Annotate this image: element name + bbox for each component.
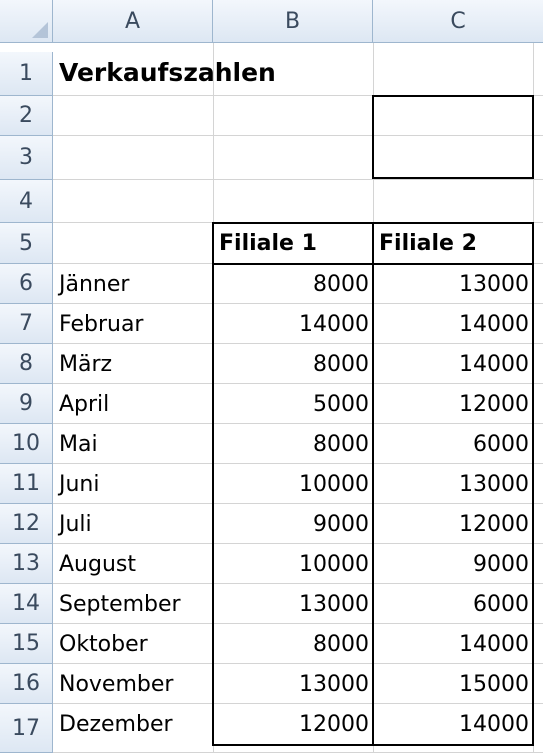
row-header-4[interactable]: 4 (0, 180, 53, 223)
cell-month[interactable]: Mai (59, 431, 98, 457)
row-header-15[interactable]: 15 (0, 624, 53, 664)
cell-border (372, 177, 534, 179)
cell-filiale-2-value[interactable]: 12000 (459, 391, 529, 417)
cell-filiale-2-value[interactable]: 15000 (459, 671, 529, 697)
cell-filiale-2-value[interactable]: 9000 (473, 551, 529, 577)
row-header-14[interactable]: 14 (0, 584, 53, 624)
cell-filiale-1-value[interactable]: 8000 (313, 631, 369, 657)
gridline (53, 543, 543, 544)
row-header-17[interactable]: 17 (0, 704, 53, 753)
row-header-6[interactable]: 6 (0, 264, 53, 304)
row-header-5[interactable]: 5 (0, 223, 53, 264)
gridline (53, 303, 543, 304)
cell-filiale-2-value[interactable]: 6000 (473, 591, 529, 617)
gridline (53, 463, 543, 464)
cell-month[interactable]: Oktober (59, 631, 148, 657)
cell-filiale-1-value[interactable]: 13000 (299, 671, 369, 697)
cell-filiale-2-value[interactable]: 13000 (459, 471, 529, 497)
row-header-10[interactable]: 10 (0, 424, 53, 464)
cell-month[interactable]: Juni (59, 471, 100, 497)
gridline (53, 383, 543, 384)
row-header-9[interactable]: 9 (0, 384, 53, 424)
row-header-13[interactable]: 13 (0, 544, 53, 584)
gridline (53, 623, 543, 624)
select-all-corner[interactable] (0, 0, 53, 43)
row-header-12[interactable]: 12 (0, 504, 53, 544)
cell-filiale-1-value[interactable]: 12000 (299, 711, 369, 737)
cell-filiale-2-value[interactable]: 14000 (459, 311, 529, 337)
cell-month[interactable]: November (59, 671, 174, 697)
gridline (53, 343, 543, 344)
table-border-right (532, 222, 534, 746)
table-border-left (212, 222, 214, 746)
cell-month[interactable]: September (59, 591, 181, 617)
cell-filiale-1-value[interactable]: 14000 (299, 311, 369, 337)
cell-month[interactable]: Dezember (59, 711, 173, 737)
gridline (53, 179, 543, 180)
cell-filiale-1-value[interactable]: 10000 (299, 551, 369, 577)
column-header-a[interactable]: A (53, 0, 213, 43)
cell-month[interactable]: Jänner (59, 271, 130, 297)
gridline (53, 423, 543, 424)
cell-border (532, 95, 534, 179)
header-filiale-1[interactable]: Filiale 1 (219, 230, 317, 256)
cell-filiale-1-value[interactable]: 9000 (313, 511, 369, 537)
header-filiale-2[interactable]: Filiale 2 (379, 230, 477, 256)
cell-filiale-1-value[interactable]: 8000 (313, 431, 369, 457)
row-header-2[interactable]: 2 (0, 96, 53, 136)
row-header-1[interactable]: 1 (0, 52, 53, 96)
cell-month[interactable]: März (59, 351, 113, 377)
cell-filiale-2-value[interactable]: 14000 (459, 711, 529, 737)
sheet-title[interactable]: Verkaufszahlen (59, 57, 276, 87)
cell-month[interactable]: Juli (59, 511, 92, 537)
cell-border (372, 95, 374, 179)
gridline (53, 135, 543, 136)
column-header-c[interactable]: C (373, 0, 543, 43)
row-header-3[interactable]: 3 (0, 136, 53, 180)
cell-filiale-1-value[interactable]: 5000 (313, 391, 369, 417)
row-header-8[interactable]: 8 (0, 344, 53, 384)
cell-filiale-1-value[interactable]: 10000 (299, 471, 369, 497)
row-header-16[interactable]: 16 (0, 664, 53, 704)
select-all-icon (32, 22, 48, 38)
column-header-b[interactable]: B (213, 0, 373, 43)
cell-filiale-2-value[interactable]: 14000 (459, 351, 529, 377)
cell-border (372, 95, 534, 97)
gridline (53, 503, 543, 504)
cell-filiale-2-value[interactable]: 6000 (473, 431, 529, 457)
table-border-middle (372, 222, 374, 746)
gridline (53, 703, 543, 704)
cell-filiale-2-value[interactable]: 12000 (459, 511, 529, 537)
cell-month[interactable]: April (59, 391, 110, 417)
cell-filiale-1-value[interactable]: 8000 (313, 271, 369, 297)
cell-month[interactable]: August (59, 551, 136, 577)
cell-filiale-1-value[interactable]: 13000 (299, 591, 369, 617)
cell-filiale-2-value[interactable]: 14000 (459, 631, 529, 657)
row-header-7[interactable]: 7 (0, 304, 53, 344)
row-header-11[interactable]: 11 (0, 464, 53, 504)
gridline (53, 583, 543, 584)
gridline (53, 663, 543, 664)
cell-filiale-1-value[interactable]: 8000 (313, 351, 369, 377)
gridline (53, 95, 543, 96)
cell-month[interactable]: Februar (59, 311, 144, 337)
cell-filiale-2-value[interactable]: 13000 (459, 271, 529, 297)
